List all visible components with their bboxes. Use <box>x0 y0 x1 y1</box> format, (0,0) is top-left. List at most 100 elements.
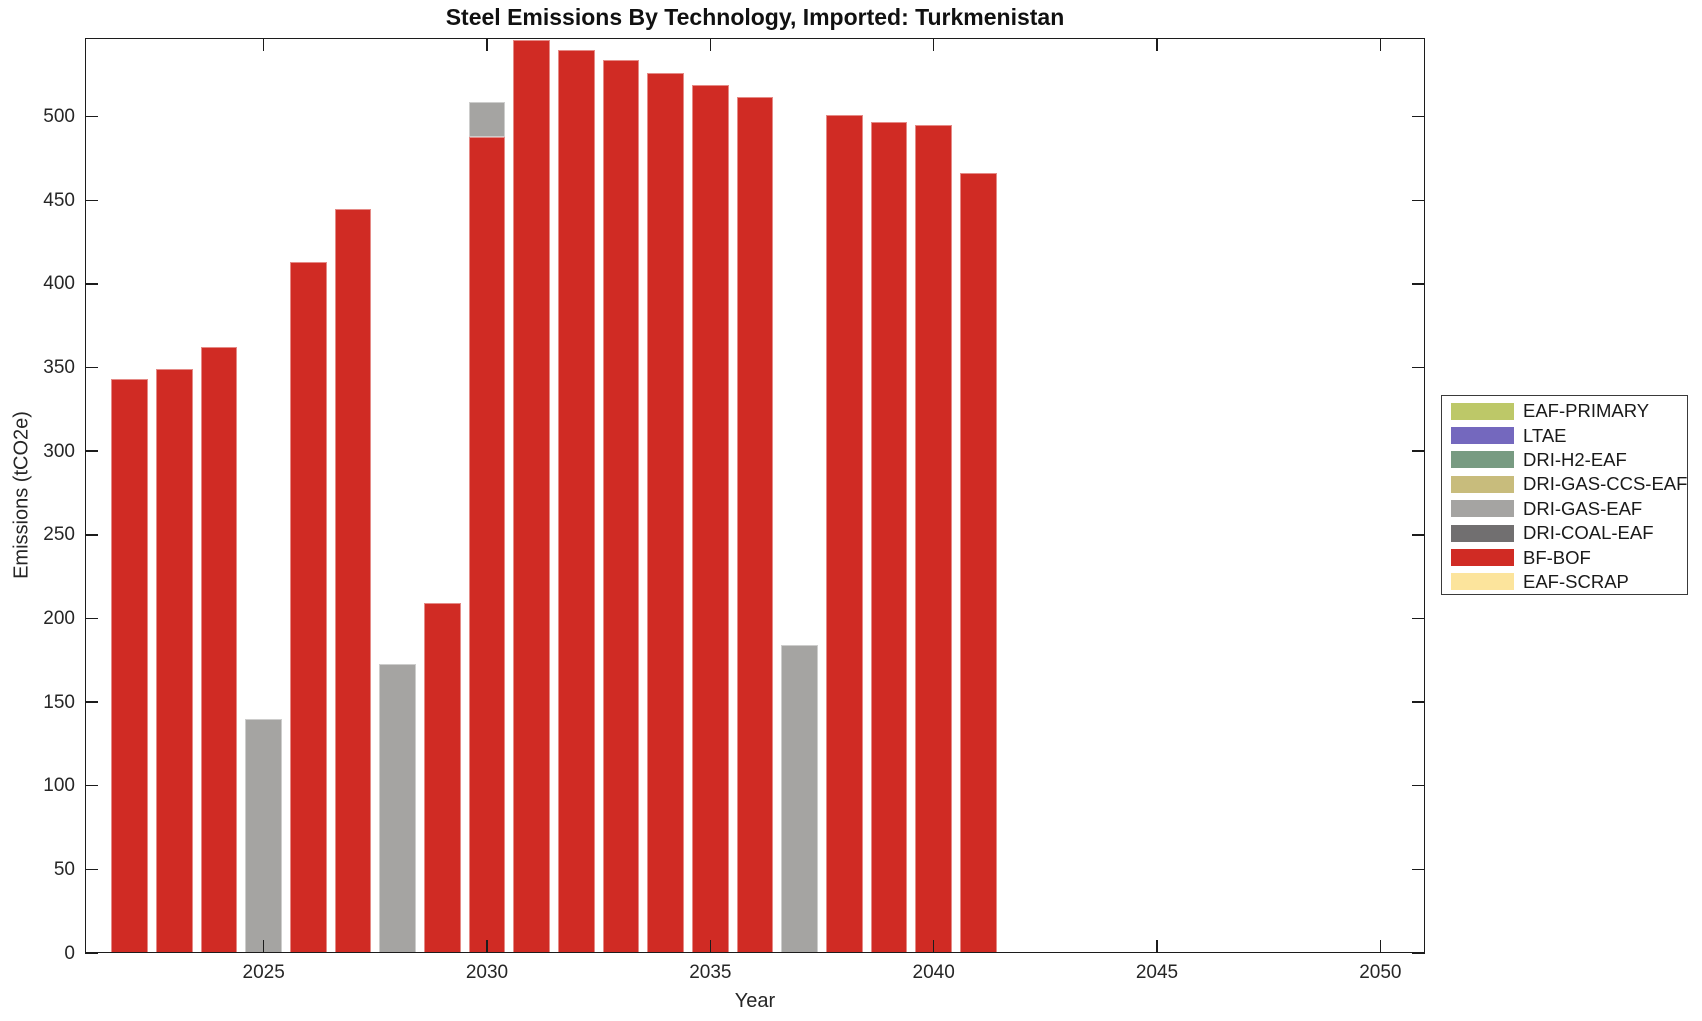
bar-segment <box>200 347 238 953</box>
legend-item: DRI-GAS-CCS-EAF <box>1442 472 1687 496</box>
chart-title: Steel Emissions By Technology, Imported:… <box>445 4 1065 30</box>
y-tick-mark <box>1412 701 1425 703</box>
legend-label: EAF-PRIMARY <box>1523 400 1650 422</box>
legend-item: DRI-GAS-EAF <box>1442 497 1687 521</box>
y-tick-label: 350 <box>43 357 75 379</box>
x-tick-label: 2040 <box>912 962 955 983</box>
y-tick-mark <box>1412 450 1425 452</box>
legend-swatch <box>1451 524 1514 542</box>
x-tick-mark <box>486 940 488 953</box>
y-tick-mark <box>1412 868 1425 871</box>
plot-area <box>85 38 1425 953</box>
legend-swatch <box>1451 549 1514 567</box>
y-tick-label: 150 <box>43 691 75 713</box>
y-tick-label: 250 <box>43 524 75 546</box>
x-tick-mark <box>932 940 935 953</box>
bar-segment <box>602 59 640 953</box>
y-tick-label: 500 <box>43 106 75 128</box>
legend-label: EAF-SCRAP <box>1523 570 1629 592</box>
bar-segment <box>245 718 282 953</box>
legend-item: DRI-COAL-EAF <box>1442 521 1687 545</box>
y-tick-mark <box>85 617 98 620</box>
bar-segment <box>915 124 952 953</box>
bar-segment <box>424 603 461 953</box>
legend-swatch <box>1451 402 1514 420</box>
y-tick-mark <box>85 952 98 954</box>
legend-label: DRI-GAS-EAF <box>1523 497 1643 519</box>
legend-label: DRI-GAS-CCS-EAF <box>1523 473 1688 495</box>
bar-segment <box>468 136 506 953</box>
y-tick-mark <box>1412 366 1425 369</box>
x-tick-mark <box>709 940 712 953</box>
y-tick-mark <box>85 366 98 369</box>
y-tick-mark <box>85 115 98 118</box>
legend-label: DRI-H2-EAF <box>1523 448 1627 470</box>
legend-swatch <box>1451 427 1514 445</box>
legend-item: LTAE <box>1442 423 1687 447</box>
x-tick-mark <box>486 38 488 51</box>
x-tick-mark <box>1156 38 1158 51</box>
y-tick-mark <box>1412 115 1425 118</box>
y-tick-mark <box>1412 199 1425 201</box>
legend-label: BF-BOF <box>1523 546 1591 568</box>
x-tick-mark <box>262 940 265 953</box>
bar-segment <box>334 208 372 953</box>
legend-item: DRI-H2-EAF <box>1442 448 1687 472</box>
y-tick-label: 50 <box>53 858 75 880</box>
y-axis-label: Emissions (tCO2e) <box>10 411 33 579</box>
legend-item: BF-BOF <box>1442 545 1687 569</box>
y-tick-mark <box>85 450 98 452</box>
y-tick-mark <box>85 784 98 787</box>
y-tick-mark <box>1412 283 1425 285</box>
y-tick-label: 200 <box>43 607 75 629</box>
x-tick-mark <box>1379 940 1382 953</box>
x-tick-mark <box>1379 38 1382 51</box>
bar-segment <box>826 114 863 953</box>
bar-segment <box>870 121 908 953</box>
y-tick-label: 450 <box>43 189 75 211</box>
bar-segment <box>468 101 506 137</box>
bar-segment <box>513 39 550 953</box>
legend-swatch <box>1451 500 1514 518</box>
y-tick-mark <box>1412 784 1425 787</box>
x-tick-mark <box>709 38 712 51</box>
legend-swatch <box>1451 451 1514 469</box>
x-tick-label: 2030 <box>465 962 509 983</box>
bar-segment <box>558 49 595 953</box>
x-tick-label: 2035 <box>689 962 732 983</box>
x-tick-label: 2045 <box>1135 962 1179 983</box>
legend-swatch <box>1451 573 1514 591</box>
y-tick-mark <box>85 199 98 201</box>
x-axis-label: Year <box>734 990 776 1012</box>
bar-segment <box>290 262 327 953</box>
bar-segment <box>692 84 729 953</box>
x-tick-label: 2050 <box>1359 962 1402 983</box>
legend-label: DRI-COAL-EAF <box>1523 522 1654 544</box>
bar-segment <box>736 96 774 953</box>
y-tick-mark <box>85 701 98 703</box>
bar-segment <box>960 173 997 953</box>
x-tick-label: 2025 <box>242 962 285 983</box>
bar-segment <box>379 663 416 953</box>
bar-segment <box>111 379 148 953</box>
x-tick-mark <box>932 38 935 51</box>
bar-segment <box>156 369 193 953</box>
y-tick-mark <box>85 534 98 536</box>
legend: EAF-PRIMARY LTAE DRI-H2-EAF DRI-GAS-CCS-EAF… <box>1441 395 1688 595</box>
legend-label: LTAE <box>1523 424 1567 446</box>
x-tick-mark <box>1156 940 1158 953</box>
y-tick-mark <box>85 868 98 871</box>
bar-segment <box>647 73 684 953</box>
x-tick-mark <box>262 38 265 51</box>
y-tick-label: 100 <box>43 775 75 797</box>
y-tick-mark <box>85 283 98 285</box>
y-tick-mark <box>1412 952 1425 954</box>
legend-item: EAF-SCRAP <box>1442 570 1687 594</box>
bar-segment <box>781 645 818 953</box>
y-tick-mark <box>1412 617 1425 620</box>
legend-item: EAF-PRIMARY <box>1442 399 1687 423</box>
legend-swatch <box>1451 475 1514 493</box>
y-tick-mark <box>1412 534 1425 536</box>
y-tick-label: 400 <box>43 273 75 295</box>
